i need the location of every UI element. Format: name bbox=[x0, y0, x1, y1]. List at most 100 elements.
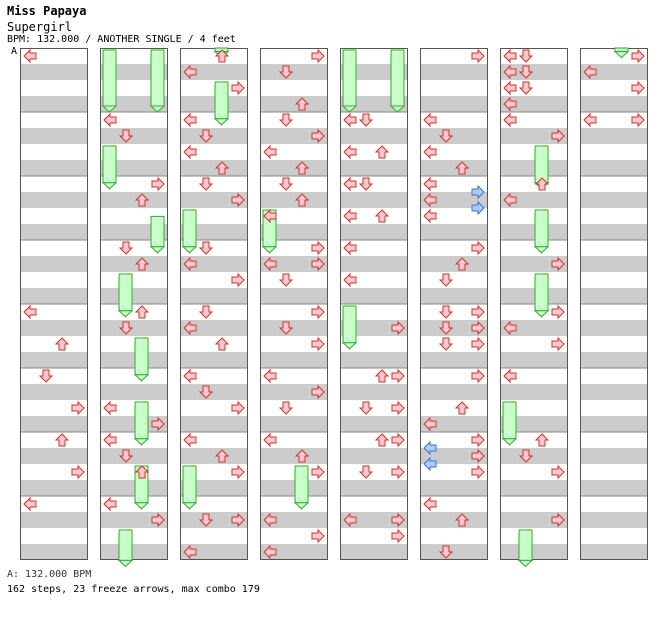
step-arrow bbox=[134, 257, 150, 271]
step-arrow bbox=[391, 400, 405, 416]
step-arrow bbox=[151, 416, 165, 432]
beat-stripe bbox=[500, 352, 568, 368]
step-arrow bbox=[518, 81, 534, 95]
step-arrow bbox=[503, 320, 517, 336]
step-arrow-offbeat bbox=[471, 200, 485, 216]
beat-stripe bbox=[420, 480, 488, 496]
beat-stripe bbox=[420, 96, 488, 112]
beat-stripe bbox=[420, 192, 488, 208]
freeze-arrow-body bbox=[502, 401, 517, 440]
step-arrow bbox=[503, 368, 517, 384]
beat-stripe bbox=[260, 224, 328, 240]
step-arrow bbox=[391, 528, 405, 544]
beat-stripe bbox=[180, 224, 248, 240]
step-arrow bbox=[343, 512, 357, 528]
step-arrow bbox=[311, 336, 325, 352]
beat-stripe bbox=[420, 256, 488, 272]
beat-stripe bbox=[260, 384, 328, 400]
step-arrow-offbeat bbox=[423, 456, 437, 472]
step-arrow bbox=[503, 192, 517, 208]
step-arrow bbox=[391, 512, 405, 528]
step-arrow bbox=[23, 304, 37, 320]
beat-stripe bbox=[100, 384, 168, 400]
beat-stripe bbox=[100, 416, 168, 432]
step-arrow bbox=[358, 177, 374, 191]
step-arrow bbox=[391, 368, 405, 384]
beat-stripe bbox=[580, 352, 648, 368]
beat-stripe bbox=[580, 64, 648, 80]
beat-stripe bbox=[500, 160, 568, 176]
step-arrow bbox=[518, 449, 534, 463]
step-arrow bbox=[311, 528, 325, 544]
beat-stripe bbox=[100, 256, 168, 272]
beat-stripe bbox=[100, 480, 168, 496]
beat-stripe bbox=[100, 352, 168, 368]
step-arrow bbox=[311, 304, 325, 320]
step-arrow bbox=[278, 321, 294, 335]
beat-stripe bbox=[580, 544, 648, 560]
step-arrow bbox=[374, 433, 390, 447]
step-arrow bbox=[278, 177, 294, 191]
beat-stripe bbox=[420, 416, 488, 432]
step-arrow bbox=[438, 337, 454, 351]
step-arrow bbox=[583, 112, 597, 128]
step-arrow bbox=[118, 129, 134, 143]
beat-stripe bbox=[260, 448, 328, 464]
freeze-arrow-body bbox=[150, 215, 165, 248]
step-arrow bbox=[631, 80, 645, 96]
freeze-arrow-tail bbox=[613, 51, 630, 59]
step-arrow bbox=[183, 256, 197, 272]
step-arrow bbox=[471, 464, 485, 480]
step-arrow bbox=[294, 193, 310, 207]
beat-stripe bbox=[180, 288, 248, 304]
beat-stripe bbox=[340, 352, 408, 368]
beat-stripe bbox=[260, 64, 328, 80]
step-arrow bbox=[471, 48, 485, 64]
beat-stripe bbox=[500, 192, 568, 208]
step-arrow bbox=[278, 401, 294, 415]
step-arrow bbox=[198, 241, 214, 255]
beat-stripe bbox=[340, 256, 408, 272]
step-arrow bbox=[231, 512, 245, 528]
beat-stripe bbox=[500, 320, 568, 336]
beat-stripe bbox=[340, 384, 408, 400]
beat-stripe bbox=[180, 384, 248, 400]
step-arrow bbox=[423, 208, 437, 224]
step-arrow bbox=[231, 400, 245, 416]
step-arrow bbox=[54, 433, 70, 447]
freeze-arrow-tail bbox=[501, 438, 518, 446]
beat-stripe bbox=[420, 64, 488, 80]
beat-stripe bbox=[260, 512, 328, 528]
beat-stripe bbox=[20, 192, 88, 208]
step-arrow bbox=[343, 272, 357, 288]
step-arrow bbox=[471, 320, 485, 336]
beat-stripe bbox=[260, 288, 328, 304]
step-arrow bbox=[54, 337, 70, 351]
step-arrow bbox=[454, 161, 470, 175]
step-arrow bbox=[103, 496, 117, 512]
freeze-arrow-body bbox=[102, 49, 117, 107]
beat-stripe bbox=[420, 224, 488, 240]
freeze-arrow-body bbox=[118, 273, 133, 312]
beat-stripe bbox=[260, 96, 328, 112]
step-arrow bbox=[183, 112, 197, 128]
step-arrow bbox=[374, 209, 390, 223]
freeze-arrow-body bbox=[102, 145, 117, 184]
step-arrow bbox=[214, 49, 230, 63]
beat-stripe bbox=[340, 544, 408, 560]
freeze-arrow-body bbox=[342, 49, 357, 107]
freeze-arrow-body bbox=[150, 49, 165, 107]
chart-column bbox=[340, 48, 408, 560]
step-arrow bbox=[374, 369, 390, 383]
beat-stripe bbox=[20, 416, 88, 432]
beat-stripe bbox=[420, 544, 488, 560]
chart-column bbox=[420, 48, 488, 560]
step-arrow bbox=[183, 64, 197, 80]
step-arrow bbox=[423, 176, 437, 192]
chart-column bbox=[20, 48, 88, 560]
step-arrow bbox=[183, 320, 197, 336]
step-arrow bbox=[391, 432, 405, 448]
step-arrow bbox=[471, 336, 485, 352]
beat-stripe bbox=[340, 160, 408, 176]
beat-stripe bbox=[500, 384, 568, 400]
